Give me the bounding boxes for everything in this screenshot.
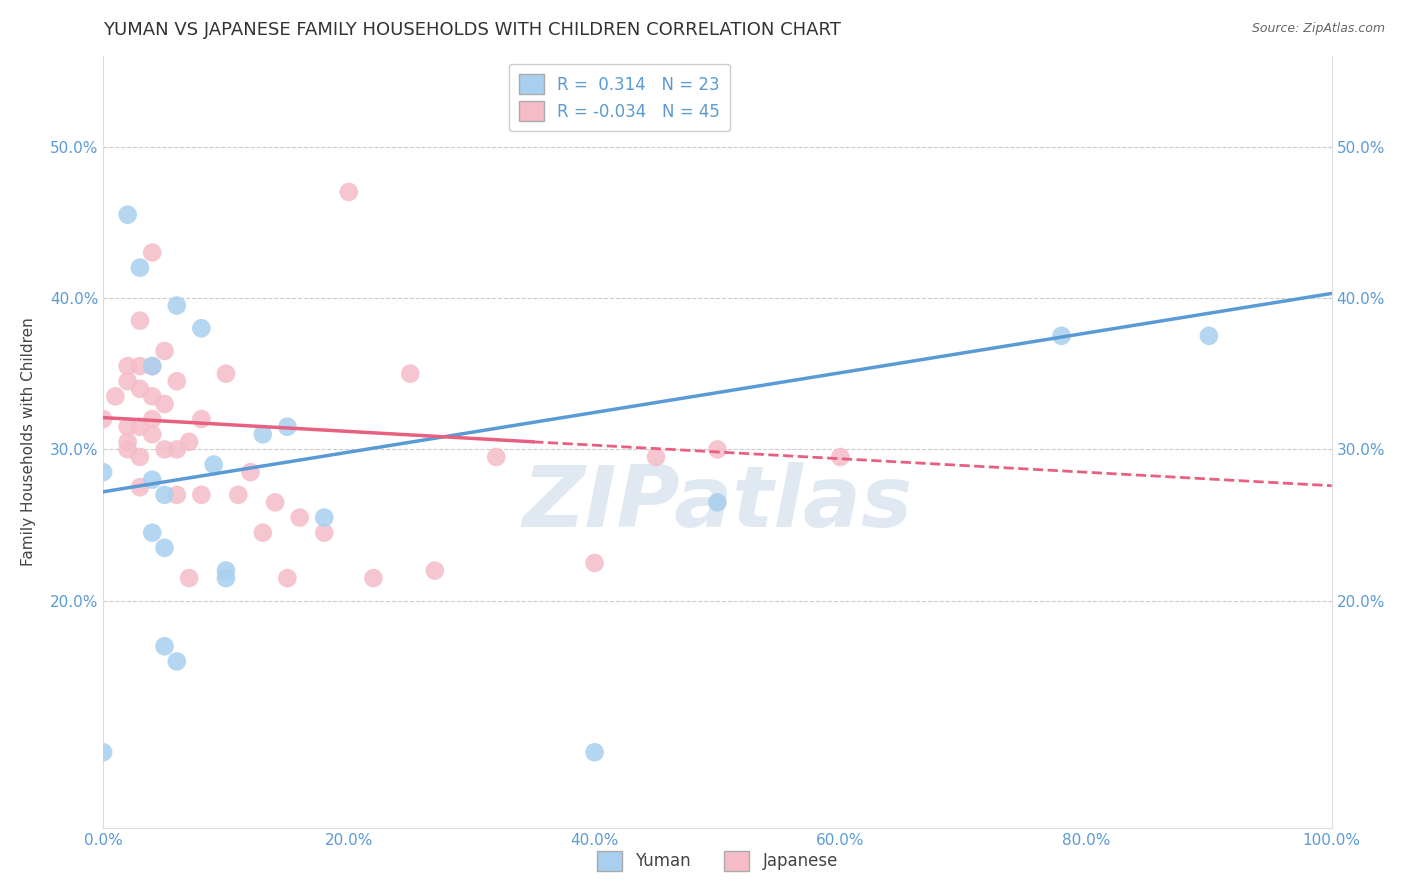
Point xyxy=(91,412,114,426)
Point xyxy=(129,382,152,396)
Text: Source: ZipAtlas.com: Source: ZipAtlas.com xyxy=(1251,22,1385,36)
Point xyxy=(141,412,163,426)
Point xyxy=(91,465,114,479)
Point xyxy=(153,343,176,358)
Point xyxy=(314,525,336,540)
Point xyxy=(153,640,176,654)
Y-axis label: Family Households with Children: Family Households with Children xyxy=(21,318,35,566)
Point xyxy=(215,571,238,585)
Point xyxy=(830,450,852,464)
Point xyxy=(337,185,360,199)
Point xyxy=(153,397,176,411)
Point xyxy=(141,427,163,442)
Point xyxy=(645,450,668,464)
Point xyxy=(129,450,152,464)
Point xyxy=(706,495,728,509)
Point xyxy=(141,359,163,373)
Point xyxy=(129,359,152,373)
Point xyxy=(252,525,274,540)
Text: YUMAN VS JAPANESE FAMILY HOUSEHOLDS WITH CHILDREN CORRELATION CHART: YUMAN VS JAPANESE FAMILY HOUSEHOLDS WITH… xyxy=(103,21,841,39)
Point xyxy=(153,541,176,555)
Point xyxy=(190,488,212,502)
Point xyxy=(363,571,385,585)
Point xyxy=(166,488,188,502)
Point xyxy=(190,412,212,426)
Point xyxy=(177,434,200,449)
Point xyxy=(129,480,152,494)
Point xyxy=(252,427,274,442)
Point xyxy=(583,745,606,759)
Point xyxy=(141,359,163,373)
Point xyxy=(153,488,176,502)
Point xyxy=(117,208,139,222)
Point xyxy=(129,419,152,434)
Point xyxy=(485,450,508,464)
Point xyxy=(166,374,188,388)
Point xyxy=(288,510,311,524)
Point xyxy=(141,389,163,403)
Point xyxy=(423,564,446,578)
Point xyxy=(226,488,249,502)
Point xyxy=(190,321,212,335)
Point xyxy=(153,442,176,457)
Point xyxy=(117,359,139,373)
Point xyxy=(166,442,188,457)
Point xyxy=(91,745,114,759)
Point xyxy=(117,434,139,449)
Point xyxy=(215,367,238,381)
Point xyxy=(583,556,606,570)
Point xyxy=(141,473,163,487)
Point xyxy=(1198,328,1220,343)
Point xyxy=(314,510,336,524)
Text: ZIPatlas: ZIPatlas xyxy=(522,462,912,545)
Point xyxy=(399,367,422,381)
Point xyxy=(202,458,225,472)
Point xyxy=(276,419,298,434)
Legend: Yuman, Japanese: Yuman, Japanese xyxy=(591,844,845,878)
Point xyxy=(1050,328,1073,343)
Point xyxy=(239,465,262,479)
Point xyxy=(215,564,238,578)
Point xyxy=(141,245,163,260)
Point xyxy=(104,389,127,403)
Point xyxy=(276,571,298,585)
Point xyxy=(129,314,152,328)
Point xyxy=(117,374,139,388)
Point xyxy=(706,442,728,457)
Point xyxy=(177,571,200,585)
Point xyxy=(117,419,139,434)
Point xyxy=(117,442,139,457)
Point xyxy=(264,495,287,509)
Point xyxy=(141,525,163,540)
Point xyxy=(166,654,188,668)
Point xyxy=(166,299,188,313)
Point xyxy=(129,260,152,275)
